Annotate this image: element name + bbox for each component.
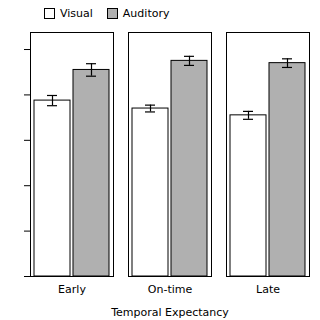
html-text:Auditory: Auditory xyxy=(122,6,170,20)
html-text:Visual: Visual xyxy=(60,6,93,20)
svg-text:Late: Late xyxy=(256,283,280,296)
svg-text:Temporal Expectancy: Temporal Expectancy xyxy=(110,306,229,319)
svg-text:On-time: On-time xyxy=(148,283,193,296)
svg-text:Early: Early xyxy=(58,283,86,296)
